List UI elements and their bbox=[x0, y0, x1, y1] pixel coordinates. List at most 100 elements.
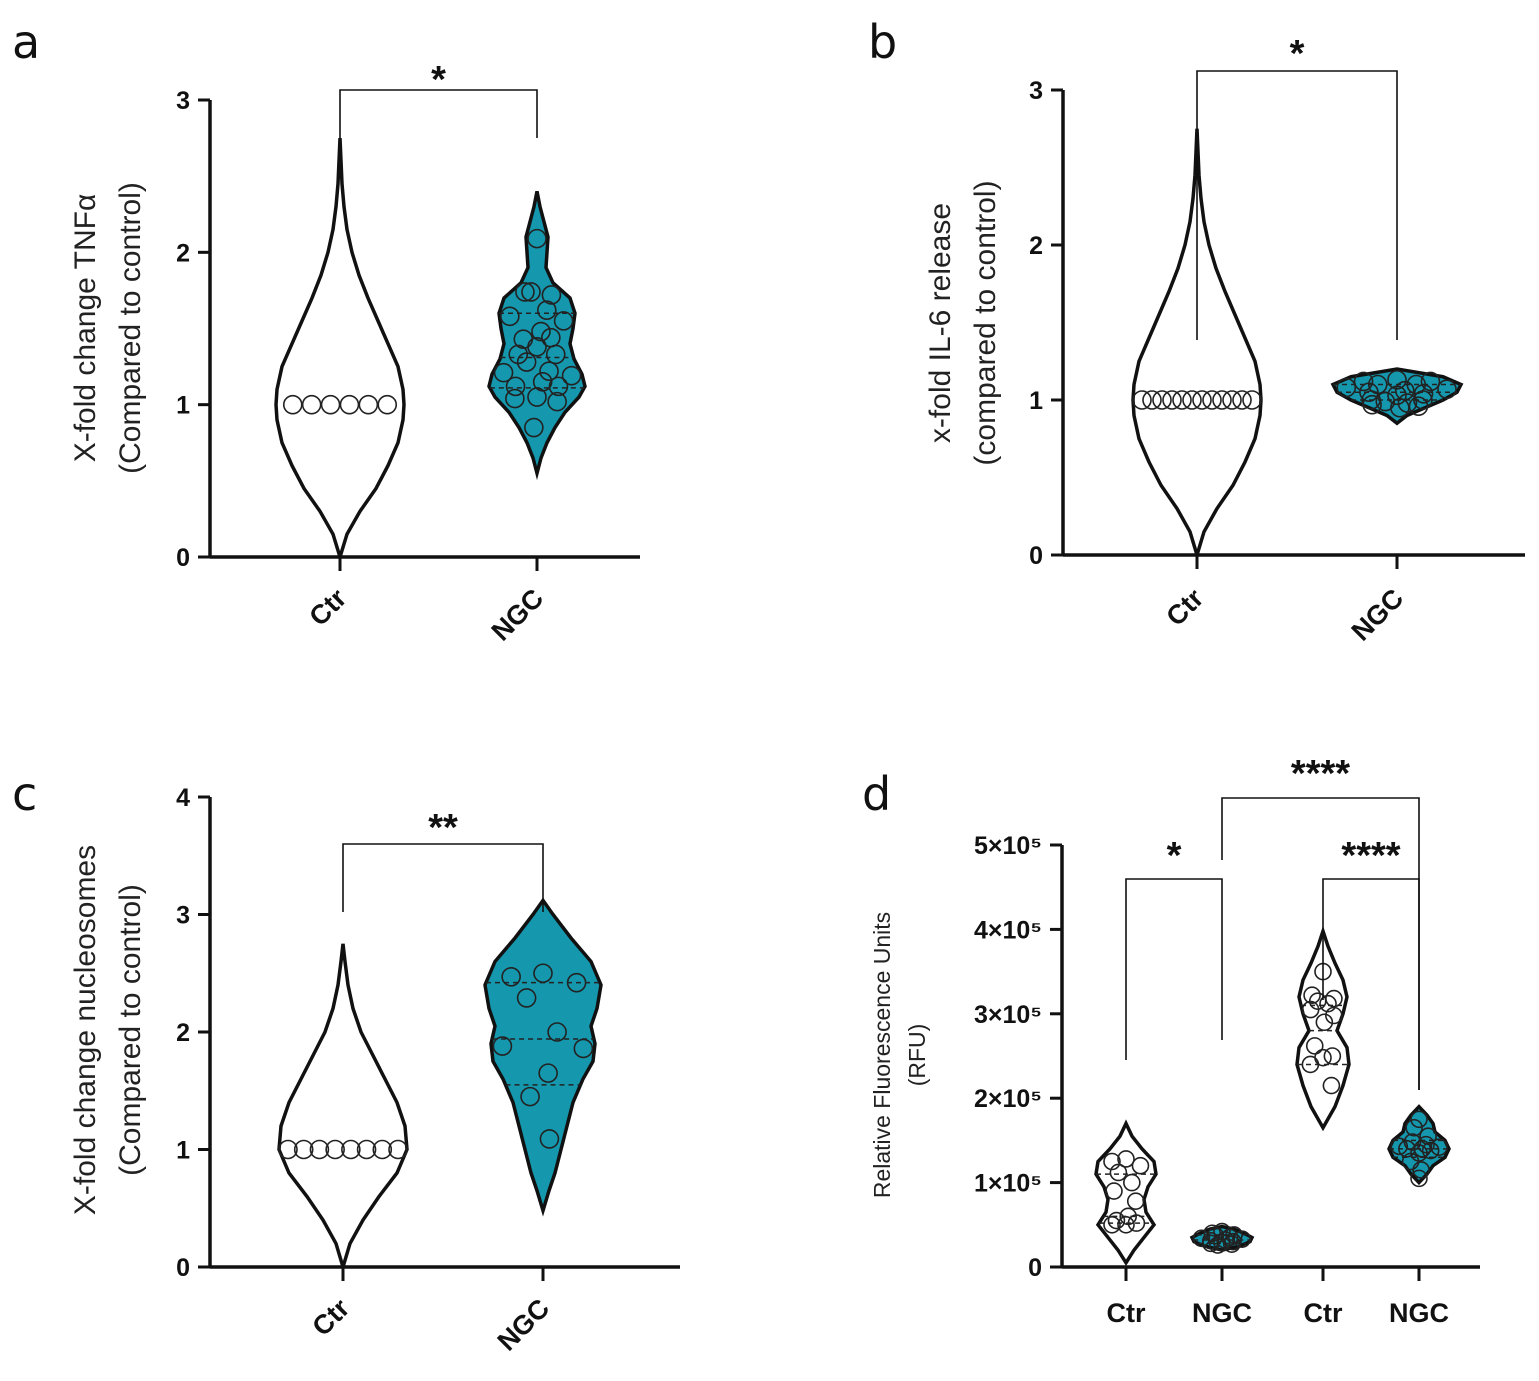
y-tick-label: 3 bbox=[176, 902, 190, 930]
data-point bbox=[545, 344, 566, 365]
data-point bbox=[278, 1139, 298, 1160]
violin-ctr bbox=[274, 138, 406, 563]
data-point bbox=[1109, 1163, 1128, 1182]
data-point bbox=[1212, 390, 1232, 410]
data-point bbox=[1410, 1110, 1428, 1129]
data-point bbox=[1131, 1156, 1150, 1175]
significance-label: **** bbox=[1291, 753, 1350, 795]
data-point bbox=[1209, 1236, 1227, 1254]
y-axis-label: x-fold IL-6 release bbox=[924, 203, 957, 443]
data-point bbox=[1301, 1000, 1320, 1019]
y-axis-label: Relative Fluorescence Units bbox=[869, 912, 895, 1198]
x-category-label: Ctr bbox=[1107, 1298, 1146, 1328]
data-point bbox=[1325, 1006, 1343, 1025]
data-point bbox=[282, 394, 303, 415]
panel-c: c X-fold change nucleosomes (Compared to c… bbox=[12, 767, 680, 1357]
data-point bbox=[520, 1086, 540, 1107]
y-axis-label-sub: (RFU) bbox=[904, 1024, 930, 1087]
panel-letter-c: c bbox=[12, 767, 37, 821]
significance-label: ** bbox=[428, 807, 458, 849]
data-point bbox=[1322, 1076, 1341, 1095]
data-point bbox=[553, 311, 574, 331]
y-tick-label: 0 bbox=[176, 1254, 190, 1282]
data-point bbox=[531, 321, 551, 342]
data-point bbox=[339, 394, 360, 415]
violin-ctr bbox=[277, 943, 409, 1274]
data-point bbox=[1182, 390, 1202, 410]
data-point bbox=[1387, 385, 1407, 406]
y-tick-label: 2×10⁵ bbox=[974, 1085, 1042, 1113]
data-point bbox=[536, 300, 557, 321]
significance-bracket bbox=[1196, 70, 1398, 340]
data-point bbox=[1123, 1173, 1141, 1192]
data-point bbox=[358, 394, 379, 415]
data-point bbox=[492, 1036, 513, 1056]
data-point bbox=[533, 963, 553, 984]
y-tick-label: 2 bbox=[176, 1019, 190, 1047]
x-category-label: Ctr bbox=[1160, 583, 1209, 632]
y-tick-label: 3 bbox=[176, 87, 190, 115]
data-point bbox=[521, 282, 541, 302]
significance-label: * bbox=[1167, 835, 1182, 877]
x-category-label: NGC bbox=[486, 583, 550, 647]
y-tick-label: 4 bbox=[176, 784, 190, 812]
data-point bbox=[573, 1038, 594, 1059]
data-point bbox=[1353, 371, 1374, 392]
panel-letter-a: a bbox=[12, 15, 40, 69]
y-tick-label: 1 bbox=[1029, 387, 1043, 415]
data-point bbox=[1421, 1141, 1440, 1160]
data-point bbox=[325, 1139, 345, 1160]
data-point bbox=[1192, 1229, 1211, 1248]
y-tick-label: 1 bbox=[176, 1137, 190, 1165]
data-point bbox=[1192, 390, 1212, 410]
data-point bbox=[1412, 1161, 1430, 1179]
data-point bbox=[1103, 1216, 1121, 1234]
significance-bracket bbox=[1221, 797, 1420, 1090]
data-point bbox=[1390, 1137, 1409, 1156]
y-axis-label-sub: (compared to control) bbox=[969, 180, 1002, 465]
y-tick-label: 1×10⁵ bbox=[974, 1170, 1042, 1198]
data-point bbox=[1301, 1055, 1320, 1074]
panel-d: d Relative Fluorescence Units (RFU) 0 1×10⁵ 2… bbox=[862, 753, 1480, 1328]
x-category-label: Ctr bbox=[303, 583, 352, 632]
x-category-label: NGC bbox=[492, 1293, 556, 1357]
data-point bbox=[1202, 390, 1222, 410]
x-category-label: NGC bbox=[1346, 583, 1410, 647]
significance-label: * bbox=[1290, 33, 1305, 75]
data-point bbox=[505, 388, 525, 409]
significance-bracket bbox=[339, 89, 538, 138]
y-axis-label-sub: (Compared to control) bbox=[114, 182, 147, 474]
x-category-label: Ctr bbox=[306, 1293, 355, 1342]
data-point bbox=[1336, 377, 1357, 398]
data-point bbox=[1172, 390, 1192, 410]
data-point bbox=[501, 966, 521, 987]
y-tick-label: 3 bbox=[1029, 77, 1043, 105]
panel-letter-d: d bbox=[862, 767, 891, 821]
significance-bracket bbox=[1125, 878, 1223, 1060]
data-point bbox=[1401, 1152, 1420, 1171]
data-point bbox=[541, 285, 562, 305]
data-point bbox=[1305, 1037, 1324, 1055]
y-axis-label-sub: (Compared to control) bbox=[114, 884, 147, 1176]
data-point bbox=[1362, 394, 1382, 415]
significance-label: **** bbox=[1341, 835, 1400, 877]
data-point bbox=[377, 394, 398, 415]
data-point bbox=[1410, 1169, 1428, 1188]
data-point bbox=[500, 306, 520, 327]
data-point bbox=[527, 228, 547, 249]
data-point bbox=[547, 391, 567, 412]
data-point bbox=[548, 376, 569, 397]
data-point bbox=[1223, 1235, 1241, 1254]
data-point bbox=[1405, 1118, 1423, 1137]
significance-label: * bbox=[431, 59, 446, 101]
data-point bbox=[493, 362, 514, 383]
x-category-label: NGC bbox=[1389, 1298, 1449, 1328]
data-point bbox=[320, 394, 341, 415]
data-point bbox=[1413, 390, 1433, 410]
data-point bbox=[301, 394, 322, 415]
data-point bbox=[539, 361, 559, 381]
y-tick-label: 2 bbox=[1029, 232, 1043, 260]
data-point bbox=[566, 972, 587, 993]
data-point bbox=[1319, 994, 1337, 1013]
